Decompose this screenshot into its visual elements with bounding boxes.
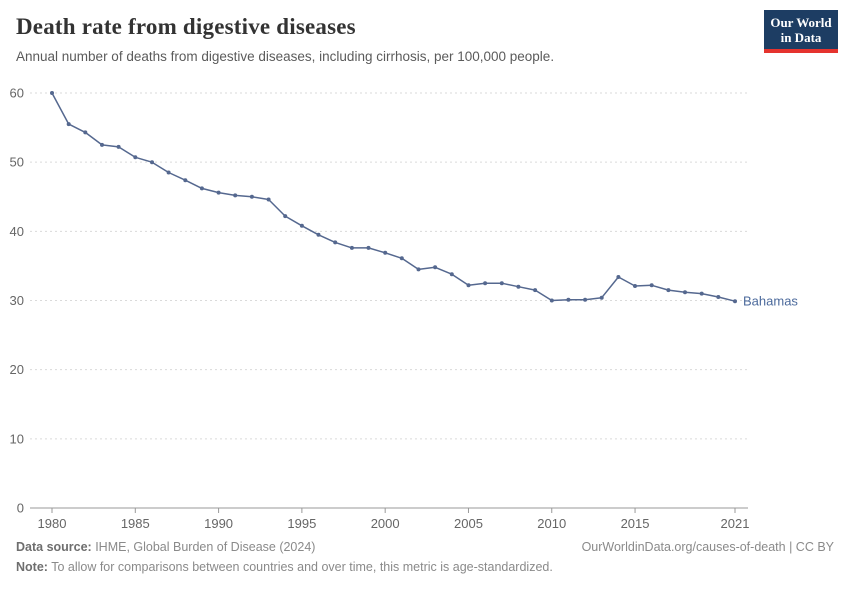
chart-footer: Data source: IHME, Global Burden of Dise… xyxy=(16,540,834,574)
data-source-text: IHME, Global Burden of Disease (2024) xyxy=(91,540,316,554)
chart-header: Death rate from digestive diseases Annua… xyxy=(0,0,850,64)
owid-logo-line2: in Data xyxy=(780,30,822,45)
svg-text:1990: 1990 xyxy=(204,516,233,531)
svg-text:50: 50 xyxy=(10,155,24,170)
svg-text:30: 30 xyxy=(10,293,24,308)
note-text: To allow for comparisons between countri… xyxy=(47,560,553,574)
credit-text: OurWorldinData.org/causes-of-death | CC … xyxy=(581,540,834,554)
line-chart[interactable]: 0 10 20 30 40 50 60 1980 1985 1990 1995 2000 2005 201… xyxy=(0,80,850,532)
data-source-line: Data source: IHME, Global Burden of Dise… xyxy=(16,540,315,554)
svg-text:2005: 2005 xyxy=(454,516,483,531)
svg-text:2015: 2015 xyxy=(621,516,650,531)
note-label: Note: xyxy=(16,560,48,574)
svg-text:1985: 1985 xyxy=(121,516,150,531)
svg-text:60: 60 xyxy=(10,86,24,101)
svg-text:1980: 1980 xyxy=(38,516,67,531)
svg-text:1995: 1995 xyxy=(287,516,316,531)
svg-text:2021: 2021 xyxy=(721,516,750,531)
line-chart-svg[interactable]: 0 10 20 30 40 50 60 1980 1985 1990 1995 2000 2005 201… xyxy=(0,80,850,532)
chart-subtitle: Annual number of deaths from digestive d… xyxy=(16,49,555,64)
chart-title: Death rate from digestive diseases xyxy=(16,14,356,39)
owid-logo-line1: Our World xyxy=(770,15,832,30)
note-line: Note: To allow for comparisons between c… xyxy=(16,560,834,574)
svg-text:2000: 2000 xyxy=(371,516,400,531)
svg-text:0: 0 xyxy=(17,501,24,516)
svg-text:2010: 2010 xyxy=(537,516,566,531)
svg-text:40: 40 xyxy=(10,224,24,239)
svg-text:Bahamas: Bahamas xyxy=(743,294,798,309)
data-source-label: Data source: xyxy=(16,540,92,554)
owid-logo: Our World in Data xyxy=(764,10,838,53)
svg-text:20: 20 xyxy=(10,362,24,377)
svg-text:10: 10 xyxy=(10,431,24,446)
